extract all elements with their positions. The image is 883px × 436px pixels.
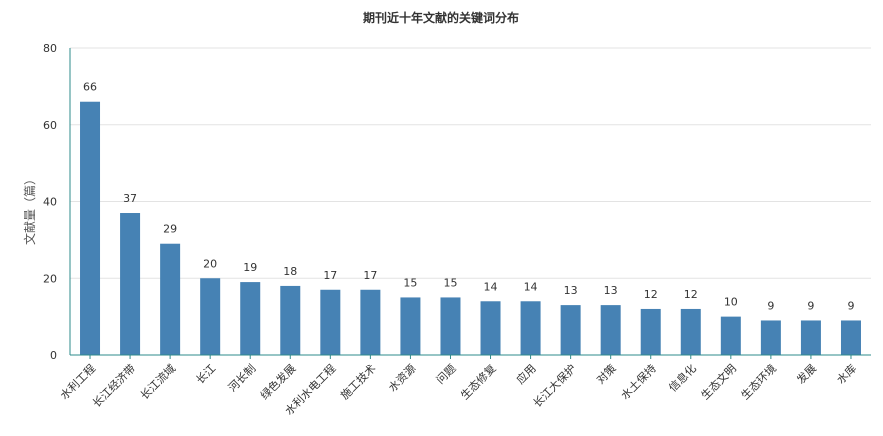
bar xyxy=(120,213,141,355)
data-label: 20 xyxy=(203,257,217,270)
data-label: 14 xyxy=(524,280,538,293)
data-label: 17 xyxy=(323,269,337,282)
bar xyxy=(480,301,501,355)
x-tick-label: 施工技术 xyxy=(338,362,378,402)
x-tick-label: 水利工程 xyxy=(58,362,98,402)
x-tick-label: 生态文明 xyxy=(698,361,739,402)
x-tick-label: 水土保持 xyxy=(618,361,659,402)
gridlines xyxy=(70,47,871,279)
x-tick-label: 信息化 xyxy=(666,361,699,394)
bar xyxy=(520,301,541,355)
x-tick-label: 绿色发展 xyxy=(257,361,298,402)
x-tick-label: 对策 xyxy=(593,361,618,386)
data-label: 29 xyxy=(163,223,177,236)
x-tick-label: 水库 xyxy=(834,362,859,387)
bar xyxy=(200,278,221,355)
data-label: 9 xyxy=(807,299,814,312)
data-label: 37 xyxy=(123,192,137,205)
y-axis-title: 文献量（篇） xyxy=(22,173,37,245)
bars xyxy=(80,101,861,355)
data-label: 12 xyxy=(684,288,698,301)
x-tick-label: 水资源 xyxy=(385,361,418,394)
y-tick-label: 40 xyxy=(43,196,57,209)
y-tick-label: 60 xyxy=(43,119,57,132)
data-label: 13 xyxy=(564,284,578,297)
data-label: 15 xyxy=(403,276,417,289)
x-tick-label: 河长制 xyxy=(226,362,259,395)
bar xyxy=(440,297,461,355)
bar xyxy=(400,297,421,355)
x-tick-label: 问题 xyxy=(434,362,459,387)
bar xyxy=(800,320,821,355)
data-label: 12 xyxy=(644,288,658,301)
y-tick-label: 20 xyxy=(43,272,57,285)
data-label: 15 xyxy=(443,276,457,289)
bar xyxy=(320,289,341,355)
bar xyxy=(280,285,301,355)
bar xyxy=(680,308,701,355)
chart-title: 期刊近十年文献的关键词分布 xyxy=(363,10,519,25)
x-tick-label: 生态环境 xyxy=(738,361,779,402)
x-tick-label: 长江经济带 xyxy=(89,361,138,410)
data-label: 9 xyxy=(847,299,854,312)
data-label: 19 xyxy=(243,261,257,274)
bar xyxy=(760,320,781,355)
data-label: 17 xyxy=(363,269,377,282)
x-tick-label: 生态修复 xyxy=(458,361,499,402)
x-tick-label: 发展 xyxy=(794,361,819,386)
bar xyxy=(720,316,741,355)
y-tick-label: 80 xyxy=(43,42,57,55)
bar xyxy=(80,101,101,355)
y-tick-labels: 0 20 40 60 80 xyxy=(43,42,57,362)
bar xyxy=(600,305,621,355)
bar xyxy=(840,320,861,355)
bar xyxy=(160,243,181,355)
bar xyxy=(240,282,261,355)
bar xyxy=(560,305,581,355)
data-label: 9 xyxy=(767,299,774,312)
bar xyxy=(360,289,381,355)
x-tick-label: 长江大保护 xyxy=(530,361,579,410)
data-label: 10 xyxy=(724,296,738,309)
data-label: 66 xyxy=(83,81,97,94)
x-tick-label: 长江流域 xyxy=(137,361,178,402)
data-labels: 66 37 29 20 19 18 17 17 15 15 14 14 13 13 12 12 10 9 9 9 xyxy=(83,81,854,313)
x-tick-label: 应用 xyxy=(513,361,538,386)
data-label: 13 xyxy=(604,284,618,297)
bar xyxy=(640,308,661,355)
x-tick-label: 长江 xyxy=(194,362,219,387)
y-tick-label: 0 xyxy=(50,349,57,362)
data-label: 14 xyxy=(484,280,498,293)
data-label: 18 xyxy=(283,265,297,278)
